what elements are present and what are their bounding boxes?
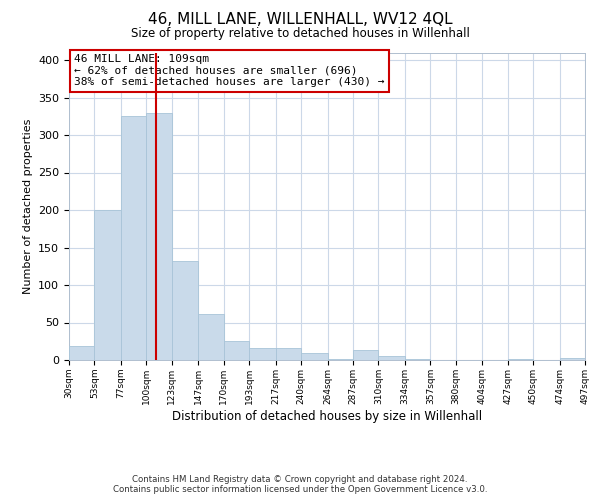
X-axis label: Distribution of detached houses by size in Willenhall: Distribution of detached houses by size … [172, 410, 482, 422]
Bar [146, 112, 172, 360]
Bar [172, 261, 198, 360]
Text: Size of property relative to detached houses in Willenhall: Size of property relative to detached ho… [131, 28, 469, 40]
Text: 46, MILL LANE, WILLENHALL, WV12 4QL: 46, MILL LANE, WILLENHALL, WV12 4QL [148, 12, 452, 28]
Bar [121, 116, 146, 360]
Bar [69, 346, 94, 360]
Bar [379, 356, 405, 360]
Text: 46 MILL LANE: 109sqm
← 62% of detached houses are smaller (696)
38% of semi-deta: 46 MILL LANE: 109sqm ← 62% of detached h… [74, 54, 385, 87]
Bar [198, 314, 224, 360]
Bar [249, 348, 275, 360]
Bar [353, 350, 379, 360]
Bar [328, 359, 353, 360]
Bar [405, 359, 430, 360]
Bar [94, 210, 121, 360]
Bar [224, 341, 249, 360]
Text: Contains HM Land Registry data © Crown copyright and database right 2024.
Contai: Contains HM Land Registry data © Crown c… [113, 474, 487, 494]
Bar [301, 352, 328, 360]
Y-axis label: Number of detached properties: Number of detached properties [23, 118, 32, 294]
Bar [508, 359, 533, 360]
Bar [560, 358, 585, 360]
Bar [275, 348, 301, 360]
